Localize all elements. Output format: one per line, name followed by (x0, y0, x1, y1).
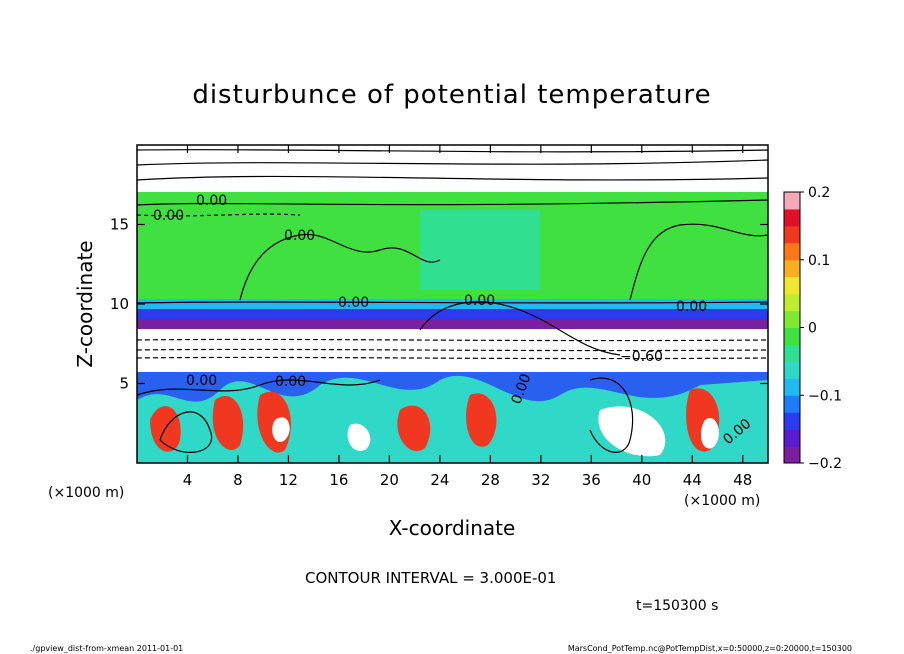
x-tick-label: 20 (380, 471, 399, 489)
colorbar-swatch (784, 276, 800, 295)
contours (137, 149, 768, 453)
contour-label: 0.00 (338, 295, 369, 311)
x-tick-label: 24 (430, 471, 449, 489)
colorbar-swatch (784, 259, 800, 278)
contour-interval: CONTOUR INTERVAL = 3.000E-01 (305, 569, 556, 587)
y-tick-label: 15 (110, 216, 129, 234)
field-cyan-patch (420, 210, 540, 290)
x-tick-label: 16 (329, 471, 348, 489)
field-white-cores (272, 406, 719, 457)
x-axis: 4 8 12 16 20 24 28 32 36 40 44 48 (183, 145, 752, 489)
y-tick-label: 5 (119, 375, 129, 393)
x-tick-label: 36 (582, 471, 601, 489)
colorbar-swatch (784, 225, 800, 244)
colorbar-swatch (784, 242, 800, 261)
x-tick-label: 4 (183, 471, 193, 489)
x-axis-unit-right: (×1000 m) (684, 493, 760, 509)
colorbar-tick-label: −0.2 (808, 456, 842, 472)
chart-title: disturbunce of potential temperature (192, 80, 711, 110)
colorbar-swatch (784, 378, 800, 396)
contour-label: −0.60 (620, 349, 663, 365)
colorbar-tick-label: 0.2 (808, 185, 830, 201)
y-axis: 5 10 15 (110, 216, 768, 393)
colorbar-ticks: 0.2 0.1 0 −0.1 −0.2 (800, 185, 842, 472)
colorbar-swatch (784, 395, 800, 413)
colorbar-swatch (784, 446, 800, 464)
colorbar-swatch (784, 429, 800, 447)
field-top-band (137, 145, 768, 192)
x-axis-unit-left: (×1000 m) (48, 485, 124, 501)
x-tick-label: 40 (632, 471, 651, 489)
field-cold-band-2 (137, 309, 768, 319)
footer-right: MarsCond_PotTemp.nc@PotTempDist,x=0:5000… (568, 644, 852, 653)
x-tick-label: 12 (279, 471, 298, 489)
contour-label: 0.00 (153, 208, 184, 224)
colorbar-tick-label: 0 (808, 321, 817, 337)
plot-area (137, 145, 768, 463)
colorbar-tick-label: −0.1 (808, 388, 842, 404)
contour-label: 0.00 (275, 374, 306, 390)
x-tick-label: 32 (531, 471, 550, 489)
contour-label: 0.00 (186, 373, 217, 389)
colorbar-swatch (784, 293, 800, 312)
time-label: t=150300 s (636, 598, 718, 614)
x-tick-label: 44 (683, 471, 702, 489)
colorbar-swatch (784, 327, 800, 345)
colorbar-swatch (784, 192, 800, 210)
colorbar (783, 191, 801, 464)
x-axis-label: X-coordinate (389, 516, 516, 540)
footer-left: ./gpview_dist-from-xmean 2011-01-01 (30, 644, 183, 653)
colorbar-swatch (784, 344, 800, 362)
y-tick-label: 10 (110, 295, 129, 313)
colorbar-tick-label: 0.1 (808, 253, 830, 269)
y-axis-label: Z-coordinate (73, 240, 97, 367)
field-red-plumes (150, 388, 720, 453)
x-tick-label: 48 (733, 471, 752, 489)
contour-label: 0.00 (676, 299, 707, 315)
contour-label: 0.00 (196, 193, 227, 209)
colorbar-swatch (784, 361, 800, 379)
colorbar-swatch (784, 208, 800, 227)
x-tick-label: 28 (481, 471, 500, 489)
x-tick-label: 8 (233, 471, 243, 489)
contour-label: 0.00 (284, 228, 315, 244)
colorbar-swatch (784, 310, 800, 328)
field-cold-band-1 (137, 299, 768, 309)
field-cold-band-3 (137, 319, 768, 329)
colorbar-swatch (784, 412, 800, 430)
contour-label: 0.00 (464, 293, 495, 309)
